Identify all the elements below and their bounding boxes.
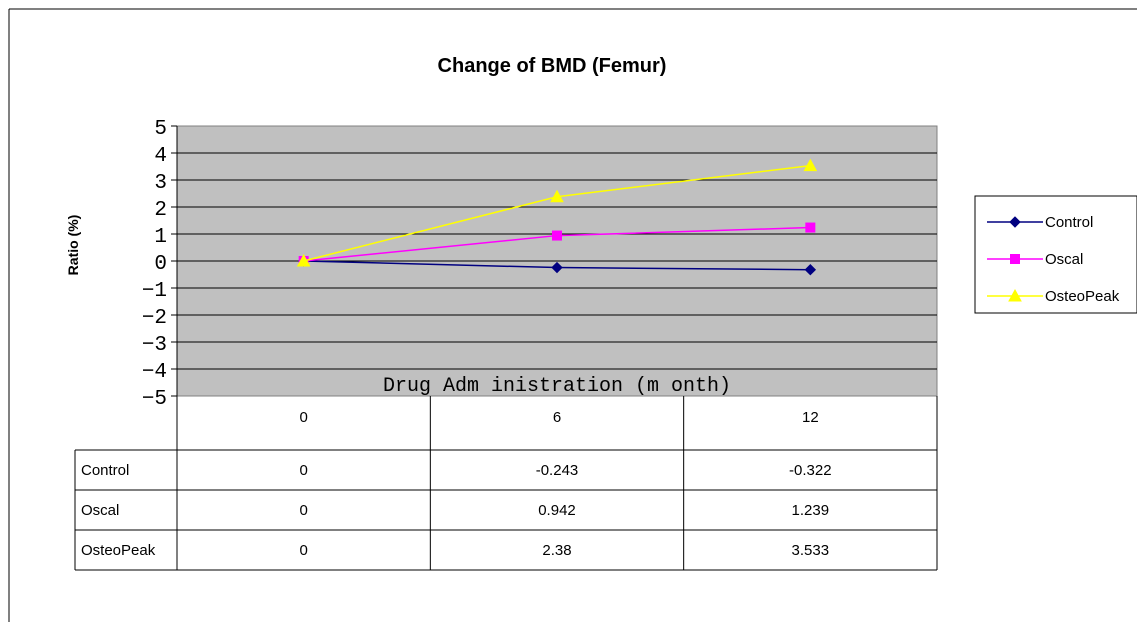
x-axis-label: Drug Adm inistration (m onth) [383, 375, 731, 398]
y-tick-label: 0 [154, 253, 167, 276]
data-point-control [804, 263, 817, 276]
data-table: 0 6 12 Control 0 -0.243 -0.322 Oscal 0 0.942 1.239… [74, 396, 938, 571]
y-tick-label: 4 [154, 145, 167, 168]
y-tick-label: 3 [154, 172, 167, 195]
table-cell-value: -0.243 [536, 462, 579, 479]
legend: Control Oscal OsteoPeak [974, 195, 1137, 314]
data-point-control [551, 261, 563, 274]
table-cell-value: 0.942 [538, 502, 576, 519]
x-tick-label: 0 [299, 409, 307, 426]
y-tick-label: 5 [154, 118, 167, 141]
legend-label: Control [1045, 214, 1093, 231]
data-point-osteopeak [550, 189, 564, 203]
y-tick-label: −2 [142, 307, 167, 330]
chart-title: Change of BMD (Femur) [438, 55, 667, 77]
legend-label: Oscal [1045, 251, 1083, 268]
table-cell-value: 3.533 [792, 542, 830, 559]
table-cell-value: 1.239 [792, 502, 830, 519]
plot-area: 5 4 3 2 1 0 −1 −2 −3 −4 −5 Drug Adm inistration (m … [142, 118, 938, 411]
table-cell-value: 0 [299, 502, 307, 519]
table-cell-value: 0 [299, 462, 307, 479]
table-cell-value: 2.38 [542, 542, 571, 559]
x-tick-label: 6 [553, 409, 561, 426]
table-row-label: Oscal [81, 502, 119, 519]
y-tick-label: 2 [154, 199, 167, 222]
legend-marker-osteopeak [1008, 288, 1022, 302]
y-tick-label: 1 [154, 226, 167, 249]
data-point-oscal [552, 230, 562, 241]
data-point-osteopeak [803, 158, 818, 172]
y-tick-label: −1 [142, 280, 167, 303]
legend-label: OsteoPeak [1045, 288, 1120, 305]
data-point-osteopeak [296, 253, 311, 267]
y-tick-label: −5 [142, 388, 167, 411]
table-cell-value: -0.322 [789, 462, 832, 479]
table-row-label: Control [81, 462, 129, 479]
y-tick-label: −4 [142, 361, 167, 384]
table-cell-value: 0 [299, 542, 307, 559]
y-tick-label: −3 [142, 334, 167, 357]
data-point-oscal [805, 222, 816, 233]
legend-marker-oscal [1010, 254, 1020, 264]
y-axis-label: Ratio (%) [65, 215, 81, 276]
legend-marker-control [1009, 216, 1021, 228]
legend-box [974, 195, 1137, 314]
table-row-label: OsteoPeak [81, 542, 156, 559]
x-tick-label: 12 [802, 409, 819, 426]
